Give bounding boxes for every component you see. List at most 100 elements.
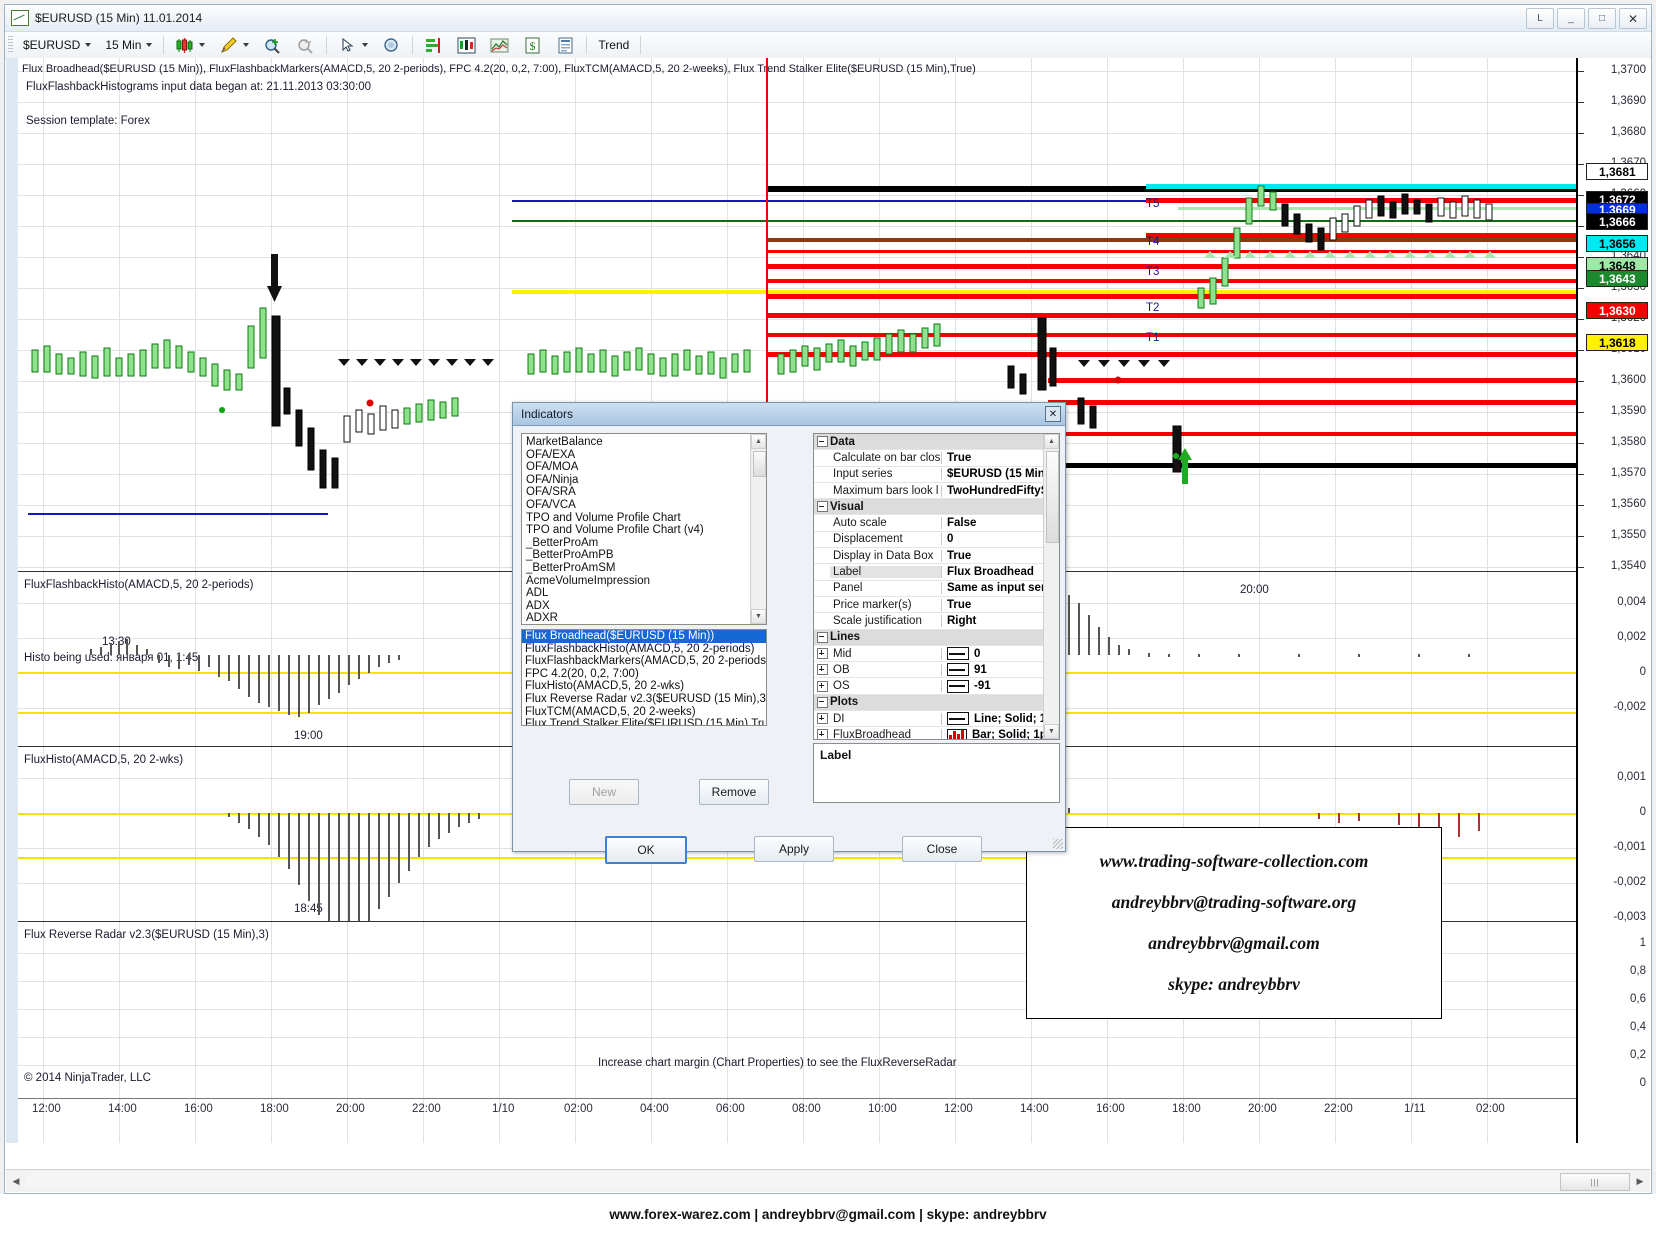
properties-button[interactable] [550,34,581,56]
property-row[interactable]: Mid 0 [814,646,1043,663]
list-item[interactable]: _BetterProAmPB [526,549,614,562]
list-item[interactable]: _BetterProAmSM [526,561,616,574]
ok-button[interactable]: OK [605,836,687,864]
list-item[interactable]: FluxHisto(AMACD,5, 20 2-wks) [525,680,685,693]
scroll-up-icon[interactable]: ▲ [1044,434,1059,449]
list-item[interactable]: MarketBalance [526,436,603,448]
property-category[interactable]: Lines [814,629,1043,646]
list-item[interactable]: FPC 4.2(20, 0,2, 7:00) [525,667,639,680]
dollar-button[interactable]: $ [517,34,548,56]
scrollbar-thumb[interactable] [753,451,766,477]
available-indicators-list[interactable]: MarketBalance OFA/EXA OFA/MOA OFA/Ninja … [521,433,767,625]
expand-icon[interactable] [814,713,830,725]
list-item[interactable]: ADX [526,599,550,612]
list-item[interactable]: OFA/VCA [526,498,576,511]
bar-swatch-red[interactable] [947,728,967,739]
expand-icon[interactable] [814,729,830,739]
list-item[interactable]: TPO and Volume Profile Chart [526,511,681,524]
remove-button[interactable]: Remove [699,779,769,805]
expand-icon[interactable] [814,664,830,676]
property-category[interactable]: Data [814,434,1043,451]
expand-icon[interactable] [814,648,830,659]
interval-selector[interactable]: 15 Min [99,34,158,56]
chart-horizontal-scrollbar[interactable]: ◀ ||| ▶ [6,1169,1650,1192]
property-row[interactable]: Displacement 0 [814,532,1043,549]
restore-layout-button[interactable]: L [1526,8,1554,29]
chart-style-button[interactable] [484,34,515,56]
property-row[interactable]: Input series $EURUSD (15 Min) [814,467,1043,483]
configured-indicators-list[interactable]: Flux Broadhead($EURUSD (15 Min)) FluxFla… [521,629,767,726]
scroll-right-icon[interactable]: ▶ [1636,1175,1644,1186]
list-item[interactable]: Flux Trend Stalker Elite($EURUSD (15 Min… [525,718,767,726]
close-icon[interactable]: ✕ [1045,406,1061,422]
scrollbar-thumb[interactable]: ||| [1560,1173,1630,1191]
draw-tools-button[interactable] [213,34,255,56]
indicators-dialog[interactable]: Indicators ✕ MarketBalance OFA/EXA OFA/M… [512,402,1066,864]
list-item[interactable]: Flux Reverse Radar v2.3($EURUSD (15 Min)… [525,692,767,705]
list-item[interactable]: FluxTCM(AMACD,5, 20 2-weeks) [525,705,696,718]
property-row[interactable]: DI Line; Solid; 1px [814,711,1043,728]
expand-icon[interactable] [814,680,830,692]
properties-scrollbar[interactable]: ▲ ▼ [1043,434,1059,739]
list-item[interactable]: AcmeVolumeImpression [526,574,650,587]
list-item[interactable]: _BetterProAm [526,536,599,549]
toolbar-grip[interactable] [8,36,13,54]
scroll-down-icon[interactable]: ▼ [751,609,766,624]
close-button[interactable]: ✕ [1619,8,1647,29]
trend-button[interactable]: Trend [598,38,630,52]
list-item[interactable]: OFA/SRA [526,486,576,499]
chart-area[interactable]: Flux Broadhead($EURUSD (15 Min)), FluxFl… [6,58,1650,1143]
property-row[interactable]: FluxBroadhead Bar; Solid; 1px [814,727,1043,739]
property-row-label[interactable]: Label Flux Broadhead [814,564,1043,581]
property-row[interactable]: Price marker(s) True [814,597,1043,614]
property-row[interactable]: OS -91 [814,678,1043,695]
price-axis[interactable]: 1,3700 1,3690 1,3680 1,3670 1,3660 1,365… [1576,58,1650,1143]
scrollbar-thumb[interactable] [1046,451,1059,543]
data-series-button[interactable] [418,34,449,56]
collapse-icon[interactable] [814,436,830,448]
line-swatch[interactable] [947,647,969,660]
list-item[interactable]: TPO and Volume Profile Chart (v4) [526,524,704,537]
property-row[interactable]: Maximum bars look l TwoHundredFiftySix [814,483,1043,500]
property-category[interactable]: Plots [814,694,1043,712]
collapse-icon[interactable] [814,631,830,643]
apply-button[interactable]: Apply [754,836,834,862]
resize-grip[interactable] [1053,839,1063,849]
list-scrollbar[interactable]: ▲ ▼ [750,434,766,624]
property-row[interactable]: Display in Data Box True [814,548,1043,565]
list-item[interactable]: OFA/EXA [526,448,576,461]
list-item[interactable]: ADL [526,587,549,600]
magnifier-button[interactable] [376,34,407,56]
scroll-up-icon[interactable]: ▲ [751,434,766,449]
zoom-in-button[interactable] [257,34,288,56]
property-row[interactable]: Scale justification Right [814,613,1043,630]
list-item[interactable]: FluxFlashbackMarkers(AMACD,5, 20 2-perio… [525,655,767,668]
property-row[interactable]: Calculate on bar clos True [814,450,1043,467]
instrument-selector[interactable]: $EURUSD [17,34,97,56]
list-item[interactable]: OFA/Ninja [526,473,579,486]
property-row[interactable]: OB 91 [814,662,1043,679]
dialog-titlebar[interactable]: Indicators ✕ [513,403,1065,426]
maximize-button[interactable]: □ [1588,8,1616,29]
collapse-icon[interactable] [814,696,830,708]
scroll-left-icon[interactable]: ◀ [12,1175,20,1186]
indicators-button[interactable] [451,34,482,56]
zoom-out-button[interactable] [290,34,321,56]
property-category[interactable]: Visual [814,499,1043,516]
line-plot-swatch[interactable] [947,712,969,726]
list-item[interactable]: FluxFlashbackHisto(AMACD,5, 20 2-periods… [525,642,755,655]
new-button[interactable]: New [569,779,639,805]
scroll-down-icon[interactable]: ▼ [1044,724,1059,739]
list-item[interactable]: ADXR [526,612,558,625]
minimize-button[interactable]: _ [1557,8,1585,29]
dialog-close-button[interactable]: Close [902,836,982,862]
list-item[interactable]: OFA/MOA [526,461,579,474]
properties-grid[interactable]: Data Calculate on bar clos True Input se… [813,433,1060,740]
property-row[interactable]: Panel Same as input series [814,581,1043,597]
line-swatch[interactable] [947,663,969,677]
collapse-icon[interactable] [814,501,830,513]
cursor-tool-button[interactable] [332,34,374,56]
list-item[interactable]: Flux Broadhead($EURUSD (15 Min)) [522,630,766,643]
window-controls[interactable]: L _ □ ✕ [1526,8,1647,29]
bar-type-button[interactable] [169,34,211,56]
